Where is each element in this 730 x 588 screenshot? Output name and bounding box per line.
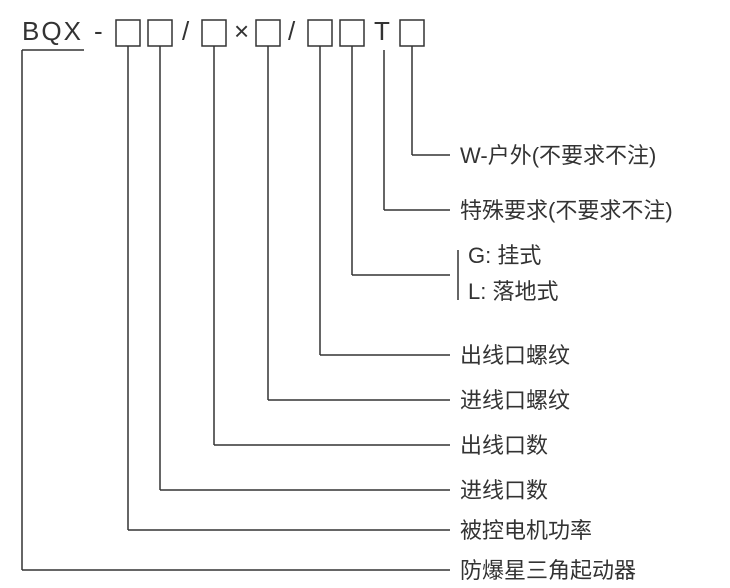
code-text-4: / (182, 16, 191, 46)
placeholder-box-12 (400, 20, 424, 46)
label-0: W-户外(不要求不注) (460, 143, 656, 168)
placeholder-box-5 (202, 20, 226, 46)
label-7: 被控电机功率 (460, 518, 592, 543)
code-text-1: - (94, 16, 105, 46)
code-text-11: T (374, 16, 392, 46)
placeholder-box-3 (148, 20, 172, 46)
label-2-1: L: 落地式 (468, 279, 558, 304)
label-4: 进线口螺纹 (460, 388, 570, 413)
code-text-0: BQX (22, 16, 83, 46)
model-code-diagram: BQX- / × / T W-户外(不要求不注) 特殊要求(不要求不注) G: 挂式 L: 落地… (0, 0, 730, 588)
label-6: 进线口数 (460, 478, 548, 503)
code-text-8: / (288, 16, 297, 46)
placeholder-box-2 (116, 20, 140, 46)
label-8: 防爆星三角起动器 (460, 558, 636, 583)
label-1: 特殊要求(不要求不注) (460, 198, 673, 223)
placeholder-box-10 (340, 20, 364, 46)
code-text-6: × (234, 16, 251, 46)
label-3: 出线口螺纹 (460, 343, 570, 368)
placeholder-box-9 (308, 20, 332, 46)
placeholder-box-7 (256, 20, 280, 46)
label-2-0: G: 挂式 (468, 243, 541, 268)
label-5: 出线口数 (460, 433, 548, 458)
